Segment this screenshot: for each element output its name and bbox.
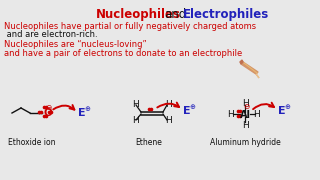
Text: ⊕: ⊕ bbox=[284, 104, 290, 110]
Text: and have a pair of electrons to donate to an electrophile: and have a pair of electrons to donate t… bbox=[4, 49, 242, 58]
Text: H: H bbox=[132, 116, 139, 125]
Polygon shape bbox=[241, 62, 258, 74]
Text: Aluminum hydride: Aluminum hydride bbox=[210, 138, 281, 147]
Text: O: O bbox=[43, 109, 52, 118]
Text: Nucleophiles have partial or fully negatively charged atoms: Nucleophiles have partial or fully negat… bbox=[4, 22, 256, 31]
Text: H: H bbox=[132, 100, 139, 109]
Text: H: H bbox=[242, 121, 249, 130]
Text: Nucleophiles are “nucleus-loving”: Nucleophiles are “nucleus-loving” bbox=[4, 40, 147, 49]
Text: Nucleophiles: Nucleophiles bbox=[96, 8, 181, 21]
Text: H: H bbox=[165, 100, 172, 109]
Text: ⊖: ⊖ bbox=[45, 103, 51, 112]
Polygon shape bbox=[240, 60, 243, 64]
Text: H: H bbox=[253, 110, 260, 119]
Text: Electrophiles: Electrophiles bbox=[183, 8, 269, 21]
Text: H: H bbox=[242, 99, 249, 108]
Text: ⊖: ⊖ bbox=[243, 102, 249, 111]
Text: E: E bbox=[78, 108, 86, 118]
Text: H: H bbox=[227, 110, 234, 119]
Text: ⊕: ⊕ bbox=[84, 106, 90, 112]
Text: ⊕: ⊕ bbox=[189, 104, 195, 110]
Text: E: E bbox=[183, 106, 191, 116]
Text: Ethene: Ethene bbox=[135, 138, 162, 147]
Text: H: H bbox=[165, 116, 172, 125]
Text: Ethoxide ion: Ethoxide ion bbox=[8, 138, 55, 147]
Text: Al: Al bbox=[240, 110, 251, 120]
Polygon shape bbox=[256, 74, 259, 78]
Text: and are electron-rich.: and are electron-rich. bbox=[4, 30, 98, 39]
Text: E: E bbox=[278, 106, 286, 116]
Text: and: and bbox=[164, 8, 186, 21]
